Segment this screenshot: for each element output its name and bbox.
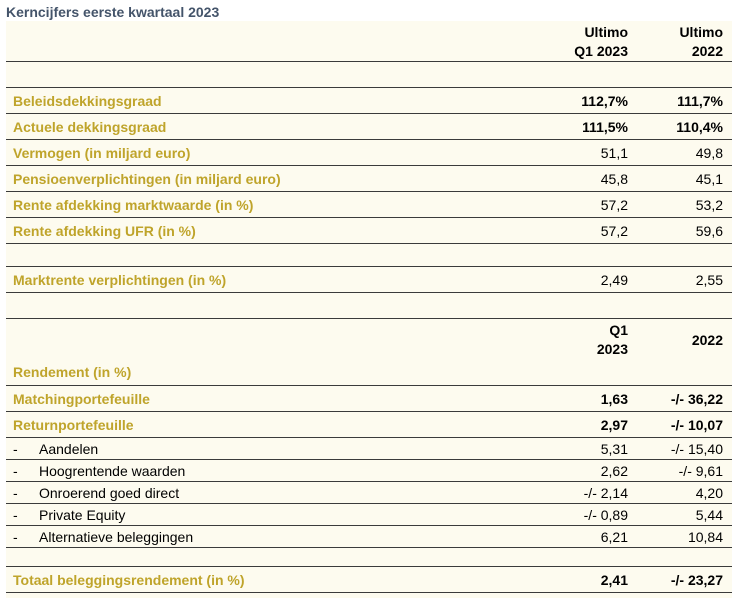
table-row: Actuele dekkingsgraad 111,5% 110,4%: [6, 114, 732, 140]
row-label: Hoogrentende waarden: [39, 463, 186, 479]
table-row: - Aandelen 5,31 -/- 15,40: [6, 438, 732, 460]
value-2022: -/- 15,40: [670, 441, 723, 457]
value-q1-2023: 51,1: [600, 145, 628, 161]
table-row: Marktrente verplichtingen (in %) 2,49 2,…: [6, 267, 732, 293]
row-label: Matchingportefeuille: [13, 391, 150, 407]
value-2022: 5,44: [695, 507, 723, 523]
value-2022: 4,20: [695, 485, 723, 501]
value-2022: 10,84: [687, 529, 723, 545]
row-label: Vermogen (in miljard euro): [13, 145, 191, 161]
table-row: - Alternatieve beleggingen 6,21 10,84: [6, 526, 732, 548]
table-row: Beleidsdekkingsgraad 112,7% 111,7%: [6, 88, 732, 114]
value-2022: -/- 23,27: [670, 572, 723, 588]
row-label: Actuele dekkingsgraad: [13, 119, 167, 135]
value-q1-2023: 112,7%: [581, 93, 628, 109]
spacer-row: [6, 62, 732, 88]
value-2022: 49,8: [695, 145, 723, 161]
section-row: Rendement (in %): [6, 360, 732, 386]
total-row: Totaal beleggingsrendement (in %) 2,41 -…: [6, 567, 732, 593]
spacer-row: [6, 293, 732, 319]
table-row: Rente afdekking UFR (in %) 57,2 59,6: [6, 218, 732, 244]
header-col-q1-2023: Q1 2023: [597, 321, 628, 359]
value-2022: 59,6: [695, 223, 723, 239]
value-q1-2023: 111,5%: [582, 119, 628, 135]
table-row: Returnportefeuille 2,97 -/- 10,07: [6, 412, 732, 438]
value-q1-2023: 45,8: [600, 171, 628, 187]
value-q1-2023: 57,2: [600, 197, 628, 213]
bullet-dash: -: [13, 507, 18, 523]
header-col-2022: 2022: [692, 331, 723, 350]
spacer-row: [6, 244, 732, 267]
row-label: Rente afdekking marktwaarde (in %): [13, 197, 254, 213]
row-label: Totaal beleggingsrendement (in %): [13, 572, 245, 588]
bullet-dash: -: [13, 485, 18, 501]
row-label: Alternatieve beleggingen: [39, 529, 194, 545]
table-row: - Hoogrentende waarden 2,62 -/- 9,61: [6, 460, 732, 482]
row-label: Marktrente verplichtingen (in %): [13, 272, 227, 288]
value-q1-2023: 2,41: [600, 572, 628, 588]
spacer-row: [6, 548, 732, 567]
header-text: Ultimo: [679, 24, 723, 40]
value-2022: -/- 36,22: [670, 391, 723, 407]
row-label: Beleidsdekkingsgraad: [13, 93, 162, 109]
header-text: 2022: [691, 332, 723, 348]
value-q1-2023: 1,63: [600, 391, 628, 407]
header-row-2: Q1 2023 2022: [6, 319, 732, 359]
row-label: Returnportefeuille: [13, 417, 134, 433]
value-2022: 111,7%: [677, 93, 723, 109]
bullet-dash: -: [13, 441, 18, 457]
header-text: 2022: [691, 43, 723, 59]
header-text: Q1 2023: [574, 43, 628, 59]
value-q1-2023: 2,97: [600, 417, 628, 433]
table-title: Kerncijfers eerste kwartaal 2023: [6, 4, 220, 20]
row-label: Rente afdekking UFR (in %): [13, 223, 196, 239]
row-label: Pensioenverplichtingen (in miljard euro): [13, 171, 281, 187]
bullet-dash: -: [13, 529, 18, 545]
bullet-dash: -: [13, 463, 18, 479]
value-2022: -/- 10,07: [670, 417, 723, 433]
value-q1-2023: 2,49: [600, 272, 628, 288]
section-label: Rendement (in %): [13, 364, 132, 380]
table-row: - Onroerend goed direct -/- 2,14 4,20: [6, 482, 732, 504]
value-2022: 110,4%: [676, 119, 723, 135]
value-2022: 53,2: [695, 197, 723, 213]
value-2022: 2,55: [695, 272, 723, 288]
header-col-2022: Ultimo 2022: [679, 23, 723, 61]
value-2022: 45,1: [695, 171, 723, 187]
row-label: Onroerend goed direct: [39, 485, 180, 501]
value-q1-2023: 57,2: [600, 223, 628, 239]
value-2022: -/- 9,61: [678, 463, 723, 479]
row-label: Private Equity: [39, 507, 126, 523]
value-q1-2023: 6,21: [600, 529, 628, 545]
header-text: Q1: [609, 322, 628, 338]
header-row-1: Ultimo Q1 2023 Ultimo 2022: [6, 21, 732, 62]
key-figures-table: Ultimo Q1 2023 Ultimo 2022 Beleidsdekkin…: [6, 21, 732, 598]
table-row: Vermogen (in miljard euro) 51,1 49,8: [6, 140, 732, 166]
row-label: Aandelen: [39, 441, 99, 457]
value-q1-2023: 5,31: [600, 441, 628, 457]
value-q1-2023: -/- 2,14: [583, 485, 628, 501]
table-row: Rente afdekking marktwaarde (in %) 57,2 …: [6, 192, 732, 218]
table-row: - Private Equity -/- 0,89 5,44: [6, 504, 732, 526]
value-q1-2023: -/- 0,89: [583, 507, 628, 523]
header-col-q1-2023: Ultimo Q1 2023: [574, 23, 628, 61]
table-row: Pensioenverplichtingen (in miljard euro)…: [6, 166, 732, 192]
header-text: 2023: [596, 341, 628, 357]
table-row: Matchingportefeuille 1,63 -/- 36,22: [6, 386, 732, 412]
header-text: Ultimo: [584, 24, 628, 40]
value-q1-2023: 2,62: [600, 463, 628, 479]
